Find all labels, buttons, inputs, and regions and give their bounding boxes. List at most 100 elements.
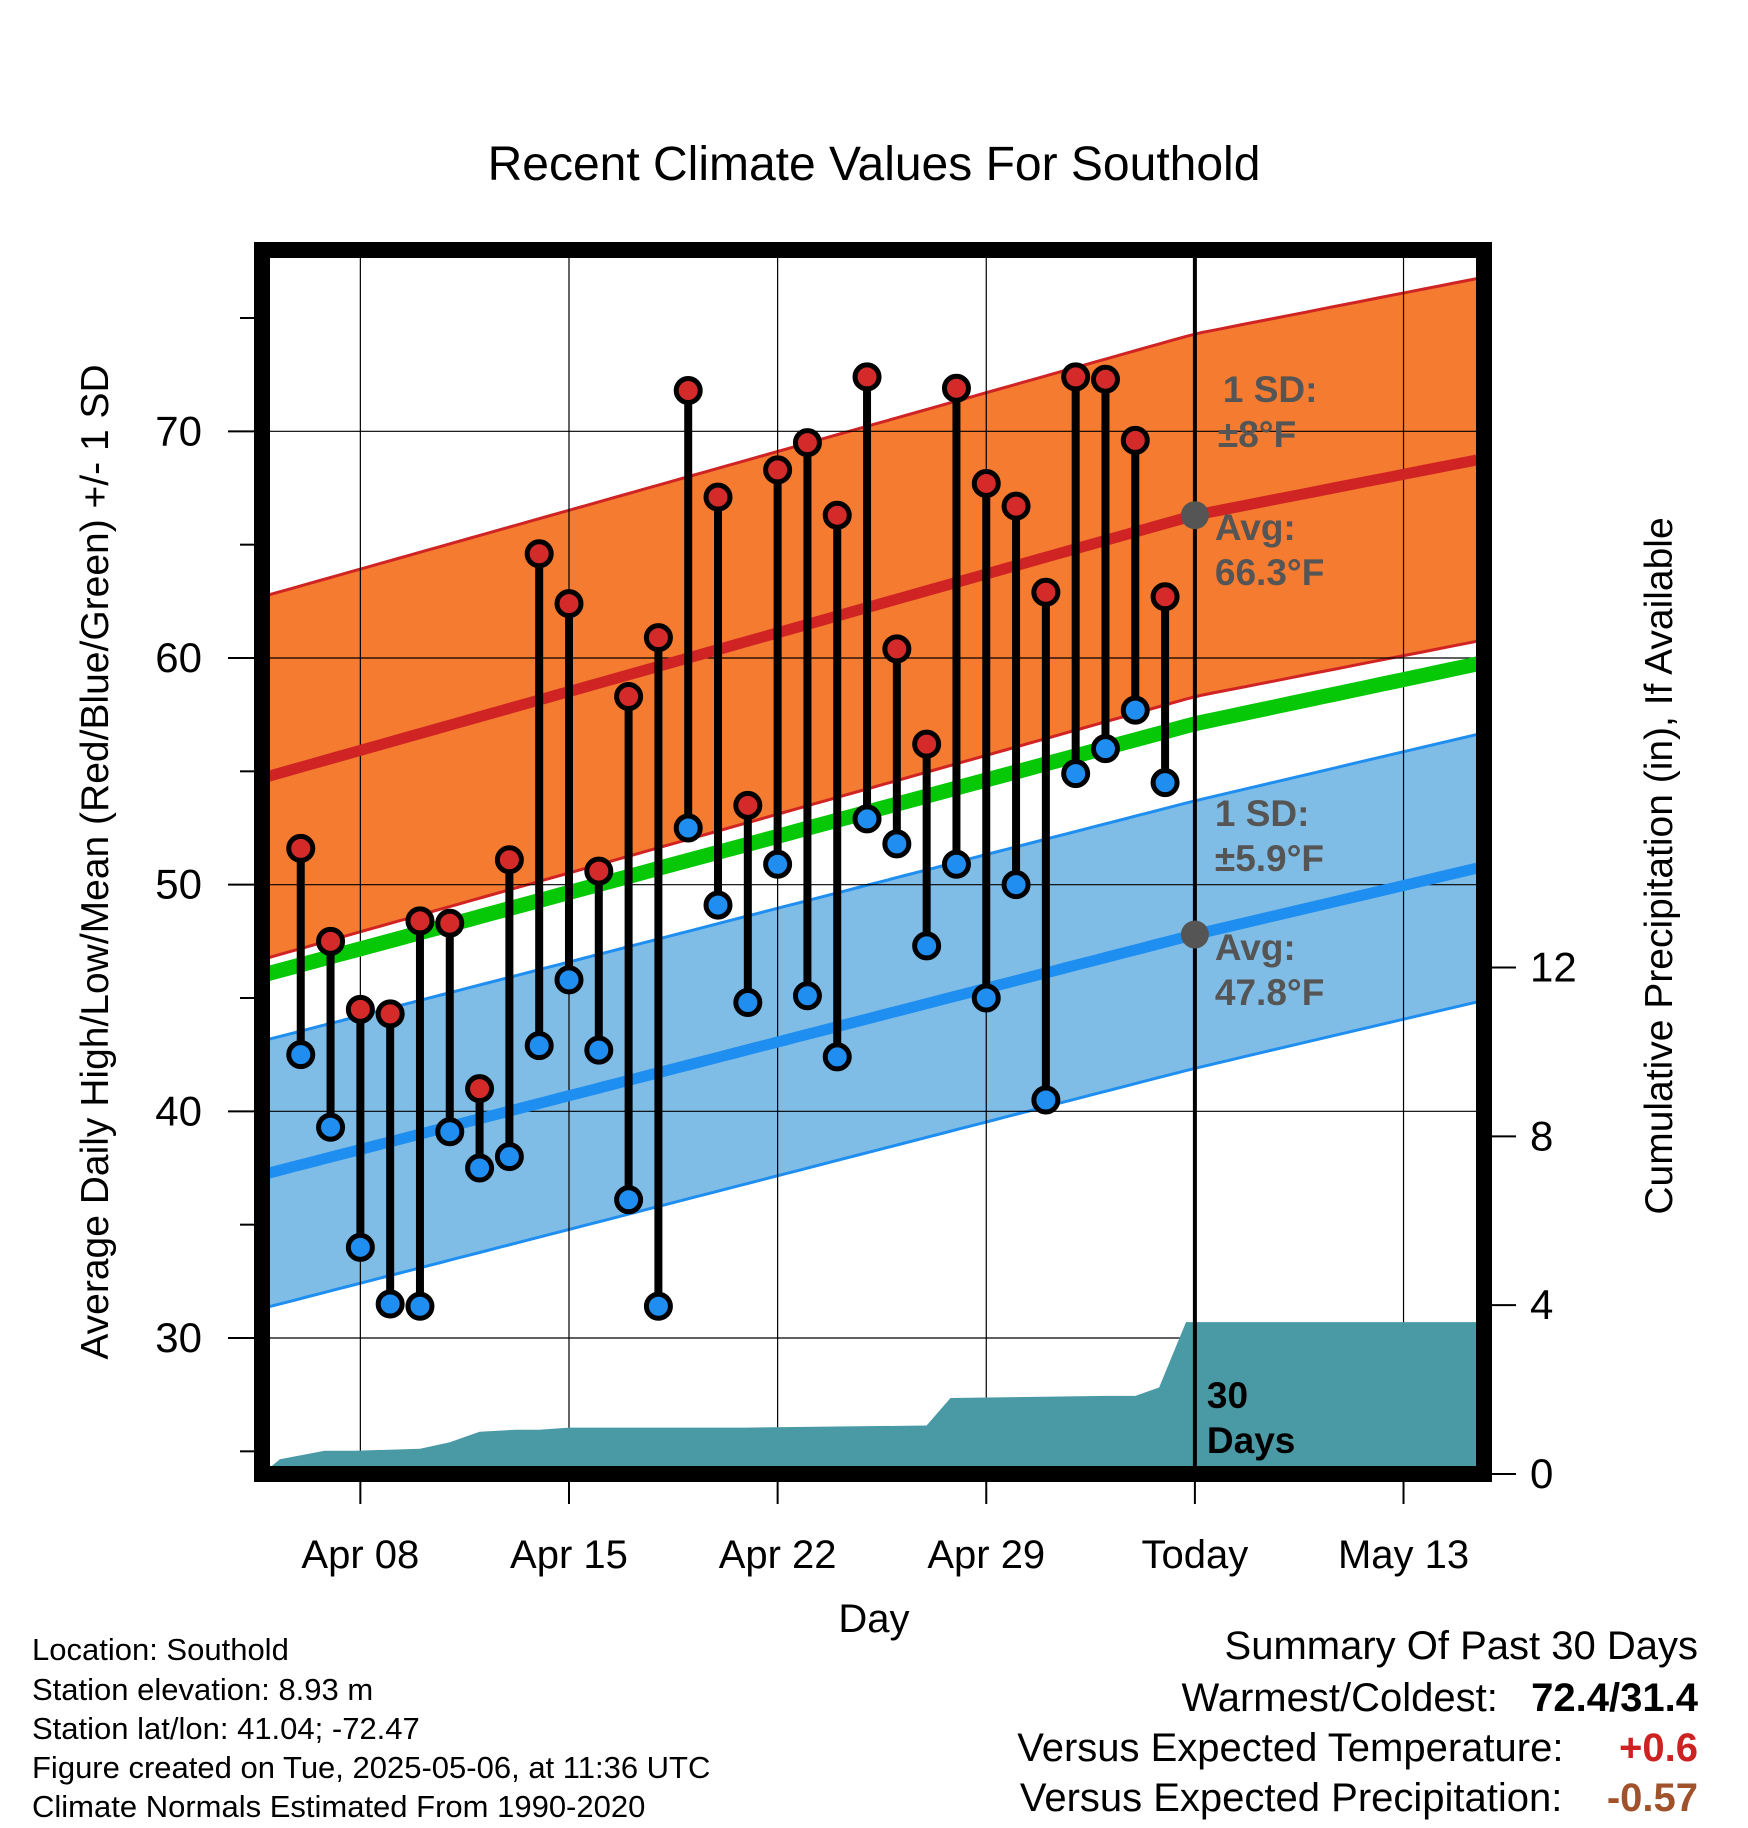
daily-high-point — [673, 376, 703, 406]
days-label-text: Days — [1207, 1420, 1295, 1461]
info-latlon: Station lat/lon: 41.04; -72.47 — [32, 1711, 420, 1746]
low-sd-value: ±5.9°F — [1215, 838, 1324, 879]
y2-tick-label: 4 — [1530, 1281, 1553, 1328]
daily-high-point — [733, 790, 763, 820]
daily-low-point — [941, 849, 971, 879]
daily-high-point — [1031, 577, 1061, 607]
summary-warmest-row: Warmest/Coldest: 72.4/31.4 — [1181, 1678, 1698, 1718]
summary-warmest-value: 72.4/31.4 — [1531, 1676, 1698, 1720]
daily-high-point — [375, 999, 405, 1029]
daily-high-point — [494, 845, 524, 875]
low-sd-band-upper-edge — [262, 731, 1484, 1043]
daily-low-point — [912, 931, 942, 961]
info-elevation: Station elevation: 8.93 m — [32, 1672, 374, 1707]
summary-temp-value: +0.6 — [1619, 1726, 1698, 1770]
daily-low-point — [1031, 1085, 1061, 1115]
daily-low-point — [286, 1040, 316, 1070]
daily-low-point — [494, 1142, 524, 1172]
y-tick-label: 60 — [155, 634, 202, 681]
chart-title: Recent Climate Values For Southold — [488, 138, 1261, 191]
daily-low-point — [345, 1232, 375, 1262]
daily-low-point — [971, 983, 1001, 1013]
daily-low-point — [405, 1291, 435, 1321]
daily-low-point — [1120, 695, 1150, 725]
daily-high-point — [703, 482, 733, 512]
daily-low-point — [822, 1042, 852, 1072]
daily-low-point — [792, 981, 822, 1011]
daily-high-point — [912, 729, 942, 759]
daily-high-point — [1061, 362, 1091, 392]
daily-high-point — [1120, 425, 1150, 455]
daily-low-point — [1061, 759, 1091, 789]
low-avg-label: Avg: — [1215, 927, 1296, 968]
x-axis-label: Day — [838, 1597, 909, 1641]
normal-low-line — [262, 861, 1484, 1181]
high-sd-value: ±8°F — [1218, 414, 1296, 455]
low-sd-label: 1 SD: — [1215, 793, 1310, 834]
low-sd-band-lower-edge — [262, 998, 1484, 1310]
info-normals: Climate Normals Estimated From 1990-2020 — [32, 1789, 646, 1824]
y2-tick-label: 12 — [1530, 944, 1577, 991]
summary-warmest-label: Warmest/Coldest: — [1181, 1676, 1498, 1720]
daily-high-point — [435, 908, 465, 938]
daily-high-point — [614, 682, 644, 712]
y2-tick-label: 8 — [1530, 1112, 1553, 1159]
daily-low-point — [882, 829, 912, 859]
daily-high-point — [465, 1074, 495, 1104]
daily-high-point — [971, 468, 1001, 498]
daily-low-point — [673, 813, 703, 843]
summary-precip-label: Versus Expected Precipitation: — [1019, 1776, 1563, 1820]
daily-low-point — [584, 1035, 614, 1065]
x-tick-label: May 13 — [1338, 1533, 1469, 1577]
summary-precip-row: Versus Expected Precipitation: -0.57 — [1020, 1778, 1698, 1818]
daily-low-point — [733, 988, 763, 1018]
days-label-number: 30 — [1207, 1375, 1248, 1416]
daily-low-point — [614, 1185, 644, 1215]
normal-high-line — [262, 453, 1484, 784]
daily-high-point — [643, 623, 673, 653]
plot-frame — [254, 242, 1492, 1482]
y2-tick-label: 0 — [1530, 1450, 1553, 1497]
y-tick-label: 70 — [155, 407, 202, 454]
axes: Apr 08 Apr 15 Apr 22 Apr 29 Today May 1330405… — [155, 242, 1577, 1577]
daily-low-point — [1001, 870, 1031, 900]
daily-high-point — [822, 500, 852, 530]
daily-high-point — [763, 455, 793, 485]
today-normal-high-marker — [1180, 501, 1209, 530]
y-tick-label: 50 — [155, 861, 202, 908]
daily-low-point — [375, 1289, 405, 1319]
summary-precip-value: -0.57 — [1606, 1776, 1698, 1820]
daily-low-point — [643, 1291, 673, 1321]
x-tick-label: Today — [1142, 1533, 1249, 1577]
daily-low-point — [703, 890, 733, 920]
daily-high-point — [941, 373, 971, 403]
daily-high-point — [792, 428, 822, 458]
x-tick-label: Apr 15 — [510, 1533, 628, 1577]
x-tick-label: Apr 08 — [301, 1533, 419, 1577]
daily-high-point — [405, 906, 435, 936]
daily-high-point — [286, 833, 316, 863]
daily-high-point — [554, 589, 584, 619]
low-avg-value: 47.8°F — [1215, 972, 1324, 1013]
daily-high-point — [1001, 491, 1031, 521]
x-tick-label: Apr 29 — [927, 1533, 1045, 1577]
daily-high-point — [1090, 364, 1120, 394]
high-avg-value: 66.3°F — [1215, 552, 1324, 593]
daily-low-point — [524, 1031, 554, 1061]
daily-low-point — [465, 1153, 495, 1183]
x-tick-label: Apr 22 — [719, 1533, 837, 1577]
y-axis-label: Average Daily High/Low/Mean (Red/Blue/Gr… — [74, 364, 117, 1359]
y-tick-label: 40 — [155, 1087, 202, 1134]
today-normal-low-marker — [1180, 920, 1209, 949]
y-tick-label: 30 — [155, 1314, 202, 1361]
summary-temp-label: Versus Expected Temperature: — [1017, 1726, 1564, 1770]
info-location: Location: Southold — [32, 1632, 289, 1667]
daily-high-point — [882, 634, 912, 664]
high-avg-label: Avg: — [1215, 507, 1296, 548]
daily-high-point — [316, 926, 346, 956]
daily-low-point — [1090, 734, 1120, 764]
high-sd-band-lower-edge — [262, 638, 1484, 961]
summary-temp-row: Versus Expected Temperature: +0.6 — [1017, 1728, 1698, 1768]
high-sd-band-upper-edge — [262, 275, 1484, 599]
